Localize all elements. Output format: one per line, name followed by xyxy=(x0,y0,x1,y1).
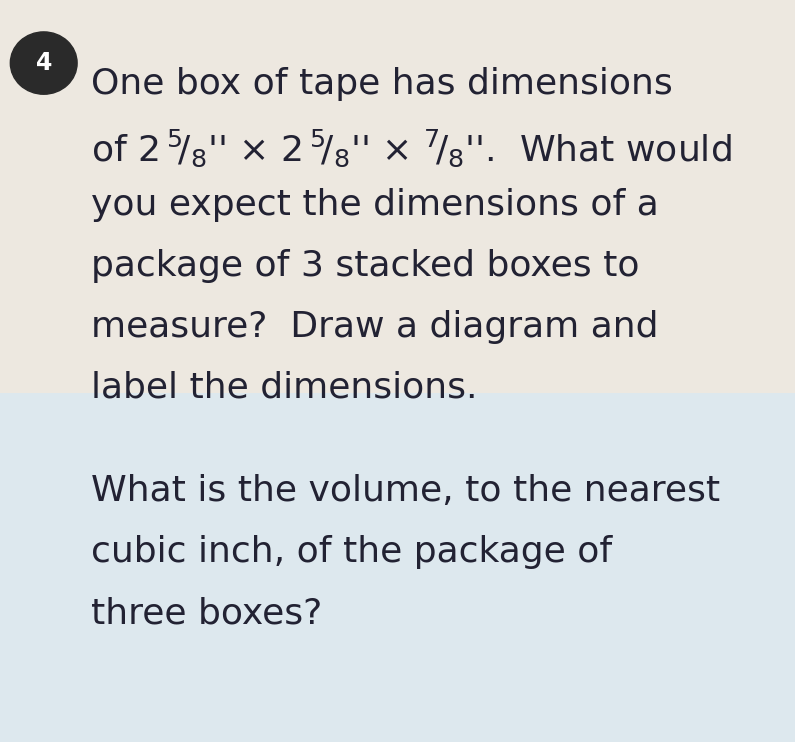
Text: you expect the dimensions of a: you expect the dimensions of a xyxy=(91,188,659,223)
Circle shape xyxy=(10,32,77,94)
Text: three boxes?: three boxes? xyxy=(91,596,323,630)
Text: package of 3 stacked boxes to: package of 3 stacked boxes to xyxy=(91,249,640,283)
Text: One box of tape has dimensions: One box of tape has dimensions xyxy=(91,67,673,101)
Text: measure?  Draw a diagram and: measure? Draw a diagram and xyxy=(91,310,659,344)
Text: 4: 4 xyxy=(36,51,52,75)
Text: cubic inch, of the package of: cubic inch, of the package of xyxy=(91,535,613,569)
Bar xyxy=(0,393,795,742)
Text: What is the volume, to the nearest: What is the volume, to the nearest xyxy=(91,474,720,508)
Text: of $2\,^5\!/_{8}$'' $\times$ $2\,^5\!/_{8}$'' $\times$ $^7\!/_{8}$''.  What woul: of $2\,^5\!/_{8}$'' $\times$ $2\,^5\!/_{… xyxy=(91,128,732,169)
Text: label the dimensions.: label the dimensions. xyxy=(91,371,478,405)
